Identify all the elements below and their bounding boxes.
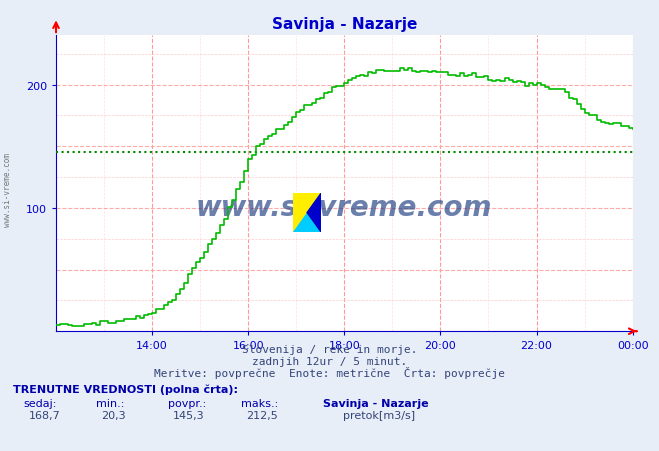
Text: Slovenija / reke in morje.: Slovenija / reke in morje.: [242, 345, 417, 354]
Text: www.si-vreme.com: www.si-vreme.com: [3, 152, 13, 226]
Text: min.:: min.:: [96, 398, 124, 408]
Polygon shape: [293, 194, 321, 232]
Text: Savinja - Nazarje: Savinja - Nazarje: [323, 398, 428, 408]
Text: pretok[m3/s]: pretok[m3/s]: [343, 410, 415, 420]
Text: 212,5: 212,5: [246, 410, 277, 420]
Text: 168,7: 168,7: [28, 410, 60, 420]
Polygon shape: [293, 194, 321, 232]
Text: www.si-vreme.com: www.si-vreme.com: [196, 193, 492, 221]
Text: sedaj:: sedaj:: [23, 398, 57, 408]
Text: TRENUTNE VREDNOSTI (polna črta):: TRENUTNE VREDNOSTI (polna črta):: [13, 384, 238, 394]
Text: zadnjih 12ur / 5 minut.: zadnjih 12ur / 5 minut.: [252, 356, 407, 366]
Title: Savinja - Nazarje: Savinja - Nazarje: [272, 17, 417, 32]
Text: 145,3: 145,3: [173, 410, 205, 420]
Text: 20,3: 20,3: [101, 410, 125, 420]
Text: Meritve: povprečne  Enote: metrične  Črta: povprečje: Meritve: povprečne Enote: metrične Črta:…: [154, 366, 505, 378]
Text: povpr.:: povpr.:: [168, 398, 206, 408]
Polygon shape: [307, 194, 321, 232]
Text: maks.:: maks.:: [241, 398, 278, 408]
